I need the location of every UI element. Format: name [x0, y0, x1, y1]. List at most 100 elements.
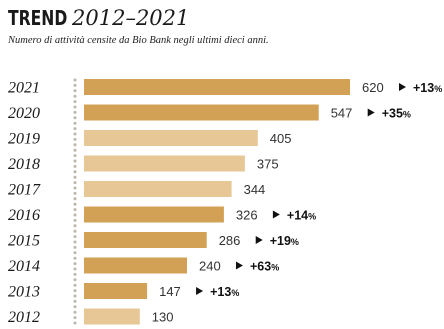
axis-dot: [73, 154, 77, 158]
bar-row: 2019 405: [8, 130, 292, 148]
bar-row: 2018 375: [8, 155, 279, 173]
axis-dot: [73, 278, 77, 282]
axis-dot: [73, 159, 77, 163]
value-label: 240: [199, 259, 221, 274]
up-arrow-icon: [196, 287, 204, 295]
bar-row: 2016 326 +14%: [8, 206, 316, 224]
bar: [84, 130, 258, 146]
axis-dot: [73, 316, 77, 320]
axis-dot: [73, 89, 77, 93]
up-arrow-icon: [272, 210, 280, 219]
axis-dot: [73, 283, 77, 287]
value-label: 375: [257, 157, 279, 172]
bar-row: 2012 130: [8, 308, 174, 326]
delta-label: +13%: [413, 81, 442, 95]
value-label: 344: [244, 182, 266, 197]
axis-dot: [73, 213, 77, 217]
value-label: 547: [331, 106, 353, 121]
axis-dot: [73, 148, 77, 152]
category-label: 2013: [8, 284, 40, 301]
value-label: 147: [159, 284, 181, 299]
axis-dot: [73, 229, 77, 233]
delta-label: +14%: [287, 209, 316, 223]
axis-dot: [73, 251, 77, 255]
axis-dot: [73, 256, 77, 260]
axis-dot: [73, 305, 77, 309]
axis-dot: [73, 83, 77, 87]
bar: [84, 104, 319, 121]
bar: [84, 232, 207, 248]
bar-row: 2021 620 +13%: [8, 79, 442, 97]
category-label: 2012: [8, 309, 40, 326]
bar: [84, 308, 140, 325]
axis-dot: [73, 186, 77, 190]
up-arrow-icon: [255, 236, 263, 244]
value-label: 620: [362, 80, 384, 95]
axis-dot: [73, 105, 77, 109]
axis-dot: [73, 191, 77, 195]
axis-dot: [73, 164, 77, 168]
bar-row: 2017 344: [8, 181, 265, 199]
axis-dots: [73, 78, 77, 325]
axis-dot: [73, 127, 77, 131]
chart-title: TREND 2012–2021: [8, 6, 189, 34]
axis-dot: [73, 202, 77, 206]
axis-dot: [73, 78, 77, 82]
value-label: 130: [152, 310, 174, 325]
axis-dot: [73, 197, 77, 201]
chart-subtitle: Numero di attività censite da Bio Bank n…: [8, 35, 269, 46]
bar-row: 2020 547 +35%: [8, 104, 411, 122]
axis-dot: [73, 321, 77, 325]
axis-dot: [73, 289, 77, 293]
value-label: 405: [270, 131, 292, 146]
axis-dot: [73, 224, 77, 228]
axis-dot: [73, 310, 77, 314]
bar: [84, 155, 245, 172]
title-years: 2012–2021: [72, 6, 190, 30]
axis-dot: [73, 272, 77, 276]
category-label: 2017: [8, 182, 41, 199]
delta-label: +13%: [210, 285, 239, 299]
axis-dot: [73, 116, 77, 120]
delta-label: +63%: [250, 260, 279, 274]
bar-row: 2015 286 +19%: [8, 232, 299, 250]
value-label: 286: [219, 233, 241, 248]
bar: [84, 257, 187, 274]
category-label: 2014: [8, 258, 40, 275]
axis-dot: [73, 143, 77, 147]
axis-dot: [73, 132, 77, 136]
axis-dot: [73, 137, 77, 141]
category-label: 2019: [8, 131, 40, 148]
value-label: 326: [236, 208, 258, 223]
up-arrow-icon: [367, 108, 375, 117]
axis-dot: [73, 110, 77, 114]
axis-dot: [73, 175, 77, 179]
category-label: 2018: [8, 156, 40, 173]
axis-dot: [73, 121, 77, 125]
category-label: 2016: [8, 207, 40, 224]
bar: [84, 283, 148, 299]
axis-dot: [73, 94, 77, 98]
delta-label: +19%: [270, 234, 299, 248]
bar: [84, 79, 350, 95]
axis-dot: [73, 100, 77, 104]
axis-dot: [73, 235, 77, 239]
category-label: 2015: [8, 233, 40, 250]
up-arrow-icon: [399, 83, 406, 91]
bar-row: 2014 240 +63%: [8, 257, 279, 275]
axis-dot: [73, 262, 77, 266]
bar: [84, 206, 224, 223]
axis-dot: [73, 181, 77, 185]
category-label: 2021: [8, 80, 40, 97]
bar: [84, 181, 232, 197]
axis-dot: [73, 240, 77, 244]
axis-dot: [73, 299, 77, 303]
axis-dot: [73, 208, 77, 212]
axis-dot: [73, 267, 77, 271]
axis-dot: [73, 170, 77, 174]
category-label: 2020: [8, 105, 40, 122]
delta-label: +35%: [382, 107, 411, 121]
axis-dot: [73, 218, 77, 222]
